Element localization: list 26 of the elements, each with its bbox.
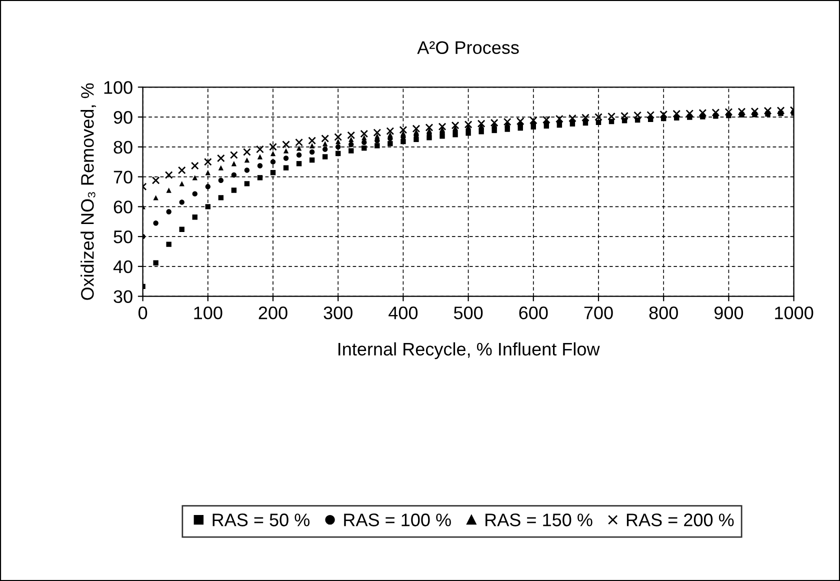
legend-label: RAS = 200 % (626, 514, 734, 526)
x-tick-label: 0 (138, 306, 148, 320)
chart-title: A²O Process (417, 41, 519, 54)
x-tick-label: 400 (388, 306, 418, 320)
y-tick-label: 30 (114, 290, 132, 304)
legend-label: RAS = 150 % (486, 514, 592, 526)
x-tick-label: 200 (258, 306, 288, 320)
legend-label: RAS = 50 % (212, 514, 310, 526)
x-tick-label: 1000 (775, 306, 814, 320)
y-tick-label: 70 (114, 170, 132, 184)
x-tick-label: 500 (454, 306, 483, 320)
x-axis-title: Internal Recycle, % Influent Flow (338, 342, 600, 360)
y-tick-label: 60 (114, 200, 132, 214)
y-tick-label: 90 (114, 110, 132, 124)
y-tick-label: 40 (113, 260, 132, 274)
x-tick-label: 300 (324, 306, 352, 320)
y-tick-label: 100 (104, 81, 132, 94)
y-tick-label: 50 (114, 230, 132, 244)
x-tick-label: 700 (584, 306, 613, 320)
legend-label: RAS = 100 % (344, 514, 451, 526)
x-tick-label: 800 (649, 306, 678, 320)
x-tick-label: 600 (519, 306, 548, 320)
x-tick-label: 900 (714, 306, 744, 320)
y-axis-title: Oxidized NO₃ Removed, % (80, 83, 96, 300)
x-tick-label: 100 (194, 306, 222, 320)
y-tick-label: 80 (114, 140, 132, 154)
